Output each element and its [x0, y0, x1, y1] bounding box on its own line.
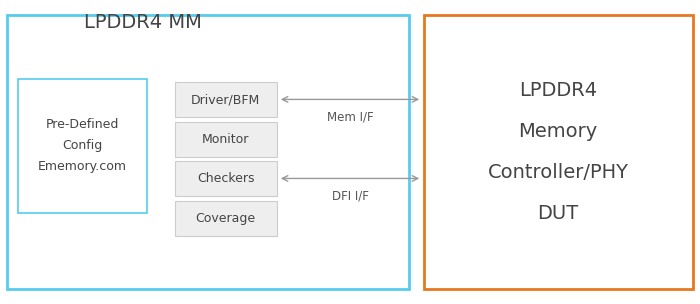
Text: Controller/PHY: Controller/PHY [487, 163, 629, 182]
Bar [7, 15, 409, 289]
Bar [175, 201, 276, 236]
Bar [175, 82, 276, 117]
Text: DUT: DUT [538, 204, 578, 223]
Bar [175, 122, 276, 157]
Text: Memory: Memory [518, 122, 598, 141]
Text: Coverage: Coverage [196, 212, 256, 225]
Bar [424, 15, 693, 289]
Bar [18, 79, 147, 213]
Text: LPDDR4: LPDDR4 [519, 81, 597, 100]
Text: LPDDR4 MM: LPDDR4 MM [84, 13, 202, 32]
Bar [175, 161, 276, 196]
Text: DFI I/F: DFI I/F [332, 190, 368, 202]
Text: Checkers: Checkers [197, 172, 255, 185]
Text: Driver/BFM: Driver/BFM [191, 93, 260, 106]
Text: Mem I/F: Mem I/F [327, 111, 373, 123]
Text: Pre-Defined
Config
Ememory.com: Pre-Defined Config Ememory.com [38, 119, 127, 173]
Text: Monitor: Monitor [202, 133, 249, 146]
